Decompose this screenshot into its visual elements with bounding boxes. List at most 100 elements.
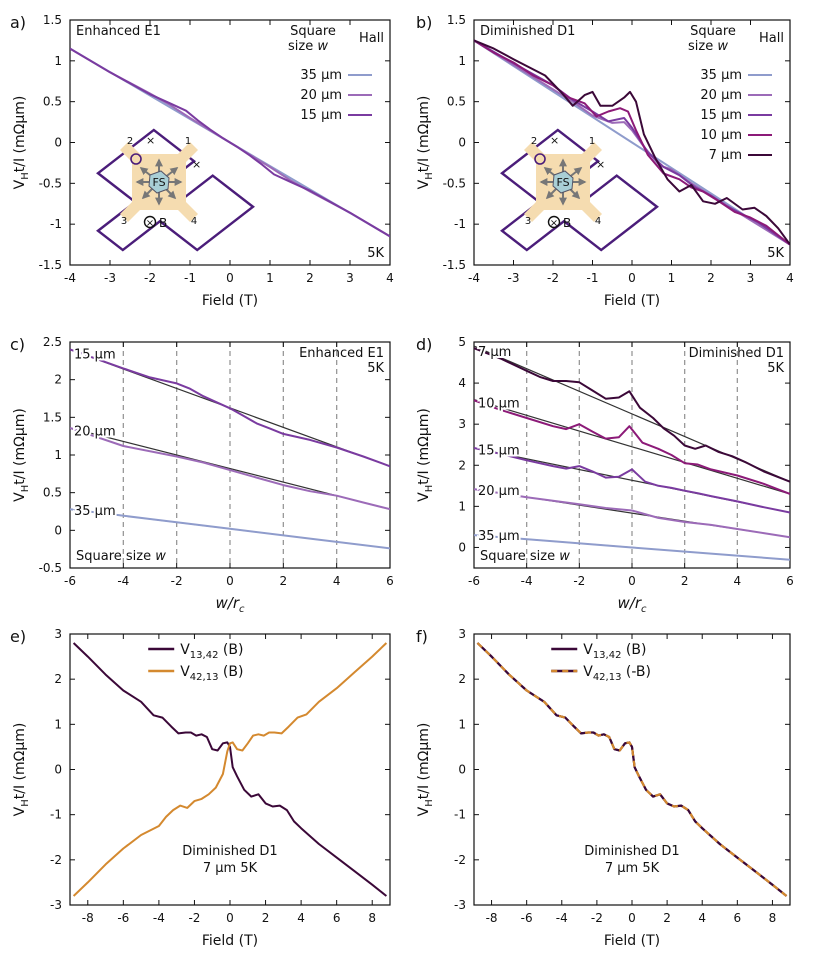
field-cross: × <box>146 218 154 229</box>
corner-label: Square size w <box>76 549 166 564</box>
panel-label: d) <box>416 335 432 354</box>
series-line <box>70 426 390 511</box>
x-tick-label: 0 <box>226 574 234 588</box>
temperature-label: 5K <box>767 361 784 376</box>
x-tick-label: -8 <box>486 911 498 925</box>
data-layer <box>474 39 790 246</box>
x-tick-label: 6 <box>386 574 394 588</box>
y-axis-label: VHt/I (mΩμm) <box>12 96 31 190</box>
fs-label: FS <box>152 176 165 189</box>
y-tick-label: 1.5 <box>447 13 466 27</box>
panel-label: a) <box>10 13 26 32</box>
legend-entry: 20 μm <box>300 88 342 103</box>
series-label: 20 μm <box>74 424 116 439</box>
y-tick-label: 1 <box>54 717 62 731</box>
y-tick-label: 1.5 <box>43 13 62 27</box>
x-tick-label: -3 <box>508 271 520 285</box>
series-label: 15 μm <box>74 347 116 362</box>
x-tick-label: -3 <box>104 271 116 285</box>
x-tick-label: 0 <box>628 271 636 285</box>
terminal-label: 3 <box>525 216 531 227</box>
legend-title: Square size w <box>288 24 336 54</box>
y-tick-label: 1 <box>458 499 466 513</box>
panel-title: Diminished D1 <box>689 346 784 361</box>
x-tick-label: -4 <box>468 271 480 285</box>
y-tick-label: -2 <box>454 853 466 867</box>
x-tick-label: 4 <box>386 271 394 285</box>
fermi-surface <box>552 170 574 194</box>
y-axis-label: VHt/I (mΩμm) <box>416 723 435 817</box>
y-axis-label: VHt/I (mΩμm) <box>416 408 435 502</box>
legend-entry: V42,13 (B) <box>180 664 243 683</box>
x-tick-label: -2 <box>547 271 559 285</box>
x-tick-label: 6 <box>734 911 742 925</box>
series-line <box>72 642 388 897</box>
x-tick-label: -4 <box>521 574 533 588</box>
x-tick-label: 2 <box>681 574 689 588</box>
y-tick-label: 1.5 <box>43 410 62 424</box>
y-tick-label: 2 <box>458 672 466 686</box>
y-tick-label: -1 <box>50 217 62 231</box>
panel-title: Enhanced E1 <box>76 24 161 39</box>
temperature-label: 5K <box>367 361 384 376</box>
legend-entry: 7 μm <box>709 148 742 163</box>
y-tick-label: 1 <box>54 448 62 462</box>
series-label: 20 μm <box>478 484 520 499</box>
x-tick-label: -6 <box>521 911 533 925</box>
x-tick-label: 8 <box>368 911 376 925</box>
series-line <box>474 399 790 495</box>
series-label: 10 μm <box>478 396 520 411</box>
y-tick-label: 0 <box>54 136 62 150</box>
data-layer <box>476 642 788 897</box>
x-tick-label: -8 <box>82 911 94 925</box>
y-tick-label: 0 <box>458 136 466 150</box>
panel-e: e) -8 -6 -4 -2 0 2 4 6 8 -3 -2 -1 0 1 2 3 Field (T) VHt/I … <box>10 627 391 949</box>
legend-entry: 10 μm <box>700 128 742 143</box>
legend-hall: Hall <box>359 31 384 46</box>
x-tick-label: 4 <box>297 911 305 925</box>
terminal-label: 4 <box>595 216 601 227</box>
y-tick-label: 0.5 <box>43 95 62 109</box>
fit-line-10μm <box>474 398 790 495</box>
field-cross: × <box>550 218 558 229</box>
x-tick-label: -6 <box>64 574 76 588</box>
x-axis-label: w/rc <box>216 594 246 615</box>
x-axis-label: Field (T) <box>604 293 660 309</box>
y-axis-label: VHt/I (mΩμm) <box>12 408 31 502</box>
x-tick-label: 3 <box>346 271 354 285</box>
terminal-label: 1 <box>589 136 595 147</box>
x-tick-label: 0 <box>628 911 636 925</box>
panel-title: Diminished D1 <box>480 24 575 39</box>
series-line <box>474 488 790 539</box>
panel-a: a) -4 -3 -2 -1 0 1 2 3 4 -1.5 -1 -0.5 0 0.5 1 1.5 Field (… <box>10 13 394 309</box>
x-tick-label: 2 <box>306 271 314 285</box>
y-tick-label: 0 <box>458 763 466 777</box>
x-tick-label: -4 <box>64 271 76 285</box>
data-layer <box>72 642 388 897</box>
series-label: 35 μm <box>74 504 116 519</box>
x-tick-label: 2 <box>663 911 671 925</box>
panel-label: f) <box>416 627 428 646</box>
y-tick-label: 4 <box>458 376 466 390</box>
x-tick-label: 3 <box>747 271 755 285</box>
panel-f: f) -8 -6 -4 -2 0 2 4 6 8 -3 -2 -1 0 1 2 3 Field (T) VHt/I … <box>416 627 791 949</box>
y-tick-label: -0.5 <box>443 176 466 190</box>
field-symbol <box>143 215 157 229</box>
y-tick-label: -1.5 <box>39 258 62 272</box>
device-inset: FS 2 1 3 4 × × × B <box>96 128 255 252</box>
y-tick-label: 2.5 <box>43 335 62 349</box>
legend-entry: V13,42 (B) <box>180 642 243 661</box>
x-tick-label: 6 <box>333 911 341 925</box>
x-tick-label: 0 <box>628 574 636 588</box>
y-tick-label: -1 <box>454 808 466 822</box>
series-line <box>474 447 790 514</box>
x-tick-label: 2 <box>707 271 715 285</box>
x-axis-label: Field (T) <box>202 933 258 949</box>
x-tick-label: -2 <box>591 911 603 925</box>
series-line <box>72 642 388 897</box>
x-tick-label: 1 <box>266 271 274 285</box>
x-tick-label: -2 <box>573 574 585 588</box>
contact-marker <box>534 153 546 165</box>
x-tick-label: 8 <box>769 911 777 925</box>
fermi-surface <box>148 170 170 194</box>
